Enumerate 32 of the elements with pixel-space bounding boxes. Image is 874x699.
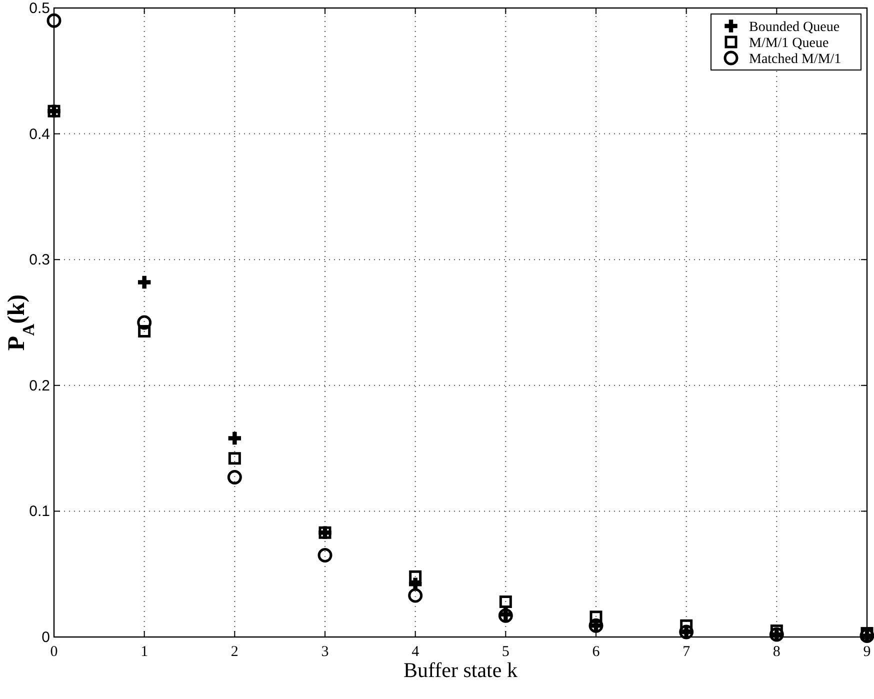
legend-label: Bounded Queue	[749, 20, 840, 35]
point	[590, 610, 602, 624]
y-tick-label: 0	[42, 629, 50, 646]
point	[228, 452, 241, 465]
legend-label: M/M/1 Queue	[749, 36, 829, 51]
point	[499, 596, 512, 608]
x-axis-title: Buffer state k	[404, 658, 518, 682]
x-tick-label: 7	[682, 644, 691, 660]
point	[138, 325, 151, 338]
point	[137, 315, 152, 330]
y-tick-label: 0.4	[29, 126, 50, 143]
point	[860, 626, 874, 640]
x-tick-label: 5	[502, 644, 510, 660]
x-tick-label: 4	[412, 644, 420, 660]
point	[228, 432, 242, 445]
y-tick-label: 0.2	[29, 377, 50, 394]
y-tick-label: 0.5	[29, 0, 50, 17]
x-tick-label: 3	[321, 644, 329, 660]
point	[409, 570, 422, 583]
point	[408, 588, 423, 603]
x-tick-label: 6	[592, 644, 600, 660]
x-tick-label: 9	[863, 644, 871, 660]
x-tick-label: 1	[140, 644, 148, 660]
legend-label: Matched M/M/1	[749, 52, 842, 67]
x-tick-label: 2	[230, 644, 238, 660]
y-tick-label: 0.1	[29, 503, 50, 520]
point	[46, 13, 62, 28]
x-tick-label: 8	[772, 644, 780, 660]
y-tick-label: 0.3	[29, 252, 50, 269]
point	[227, 470, 242, 484]
point	[138, 276, 151, 289]
point	[318, 548, 332, 562]
